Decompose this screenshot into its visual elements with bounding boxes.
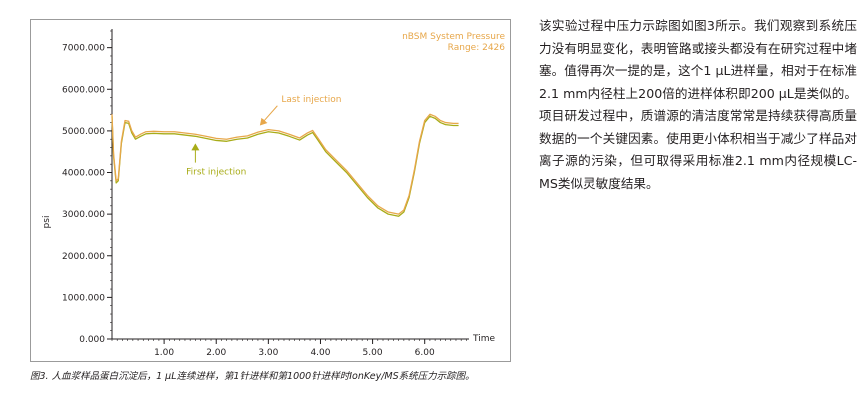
x-tick-label: 4.00 xyxy=(310,348,330,358)
axes: 1.00 2.00 3.00 4.00 5.00 6.00 0.000 1000.000 200… xyxy=(62,29,469,358)
last-injection-line xyxy=(111,113,459,215)
body-paragraph: 该实验过程中压力示踪图如图3所示。我们观察到系统压力没有明显变化，表明管路或接头… xyxy=(539,15,857,195)
figure-frame xyxy=(30,19,511,362)
x-tick-label: 5.00 xyxy=(363,348,383,358)
y-tick-label: 1000.000 xyxy=(62,293,105,303)
x-tick-label: 6.00 xyxy=(415,348,435,358)
annotations: Last injection First injection xyxy=(186,95,341,178)
y-tick-label: 7000.000 xyxy=(62,44,105,54)
y-tick-label: 3000.000 xyxy=(62,210,105,220)
x-axis-label: Time xyxy=(472,334,495,344)
chart-subtitle: Range: 2426 xyxy=(448,43,506,53)
y-tick-label: 2000.000 xyxy=(62,252,105,262)
y-tick-label: 5000.000 xyxy=(62,127,105,137)
y-axis-label: psi xyxy=(42,216,52,229)
series-lines xyxy=(111,113,459,217)
last-injection-label: Last injection xyxy=(281,95,341,105)
y-tick-label: 6000.000 xyxy=(62,85,105,95)
x-tick-label: 3.00 xyxy=(258,348,278,358)
x-tick-label: 2.00 xyxy=(206,348,226,358)
figure-caption: 图3. 人血浆样品蛋白沉淀后，1 µL连续进样，第1针进样和第1000针进样时I… xyxy=(30,371,475,382)
pressure-trace-chart: nBSM System Pressure Range: 2426 psi Tim… xyxy=(30,19,511,362)
first-injection-label: First injection xyxy=(186,168,246,178)
x-tick-label: 1.00 xyxy=(154,348,174,358)
last-injection-arrow xyxy=(259,105,278,126)
y-tick-label: 0.000 xyxy=(79,335,105,345)
pressure-trace-figure: nBSM System Pressure Range: 2426 psi Tim… xyxy=(30,19,511,362)
chart-title: nBSM System Pressure xyxy=(402,32,505,42)
y-tick-label: 4000.000 xyxy=(62,169,105,179)
body-paragraph-text: 该实验过程中压力示踪图如图3所示。我们观察到系统压力没有明显变化，表明管路或接头… xyxy=(539,18,857,191)
